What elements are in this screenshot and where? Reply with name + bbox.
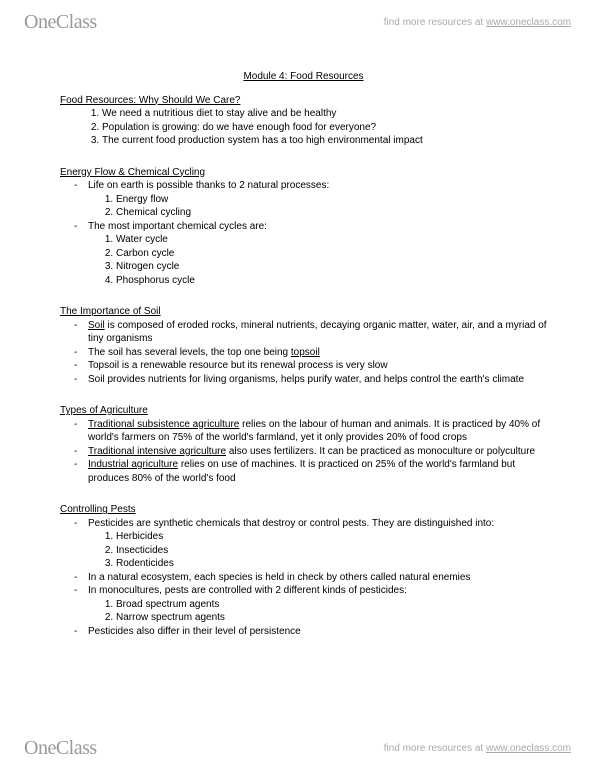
list-item: Chemical cycling — [116, 206, 547, 220]
list-item: Broad spectrum agents — [116, 598, 547, 612]
header-link[interactable]: www.oneclass.com — [486, 17, 571, 28]
list-item: Water cycle — [116, 233, 547, 247]
underlined-term: Traditional intensive agriculture — [88, 446, 226, 457]
list-item: Traditional intensive agriculture also u… — [88, 445, 547, 459]
list-item: Narrow spectrum agents — [116, 611, 547, 625]
list-item: Rodenticides — [116, 557, 547, 571]
list-item: Carbon cycle — [116, 247, 547, 261]
list-item: Industrial agriculture relies on use of … — [88, 458, 547, 485]
numbered-list: We need a nutritious diet to stay alive … — [60, 107, 547, 148]
inner-numbered-list: Water cycleCarbon cycleNitrogen cyclePho… — [88, 233, 547, 287]
dash-list: Traditional subsistence agriculture reli… — [60, 418, 547, 486]
list-item: Population is growing: do we have enough… — [102, 121, 547, 135]
footer-link[interactable]: www.oneclass.com — [486, 743, 571, 754]
dash-list: Pesticides are synthetic chemicals that … — [60, 517, 547, 639]
list-item: In monocultures, pests are controlled wi… — [88, 584, 547, 625]
list-item: Pesticides are synthetic chemicals that … — [88, 517, 547, 571]
inner-numbered-list: HerbicidesInsecticidesRodenticides — [88, 530, 547, 571]
list-item: Energy flow — [116, 193, 547, 207]
header: OneClass find more resources at www.onec… — [0, 6, 595, 38]
list-item: The current food production system has a… — [102, 134, 547, 148]
list-item: Soil is composed of eroded rocks, minera… — [88, 319, 547, 346]
list-item: We need a nutritious diet to stay alive … — [102, 107, 547, 121]
list-item: Traditional subsistence agriculture reli… — [88, 418, 547, 445]
section-heading: Food Resources: Why Should We Care? — [60, 94, 547, 108]
inner-numbered-list: Energy flowChemical cycling — [88, 193, 547, 220]
brand-logo-footer: OneClass — [24, 737, 97, 760]
document-body: Module 4: Food Resources Food Resources:… — [60, 70, 547, 646]
underlined-term: Industrial agriculture — [88, 459, 178, 470]
footer: OneClass find more resources at www.onec… — [0, 732, 595, 764]
section-heading: The Importance of Soil — [60, 305, 547, 319]
section-heading: Types of Agriculture — [60, 404, 547, 418]
dash-list: Soil is composed of eroded rocks, minera… — [60, 319, 547, 387]
inner-numbered-list: Broad spectrum agentsNarrow spectrum age… — [88, 598, 547, 625]
brand-logo: OneClass — [24, 11, 97, 34]
list-item: Topsoil is a renewable resource but its … — [88, 359, 547, 373]
list-item: Herbicides — [116, 530, 547, 544]
list-item: Life on earth is possible thanks to 2 na… — [88, 179, 547, 220]
section-heading: Energy Flow & Chemical Cycling — [60, 166, 547, 180]
list-item: Pesticides also differ in their level of… — [88, 625, 547, 639]
list-item: Insecticides — [116, 544, 547, 558]
header-tagline: find more resources at www.oneclass.com — [384, 17, 571, 28]
list-item: Soil provides nutrients for living organ… — [88, 373, 547, 387]
dash-list: Life on earth is possible thanks to 2 na… — [60, 179, 547, 287]
list-item: Nitrogen cycle — [116, 260, 547, 274]
list-item: In a natural ecosystem, each species is … — [88, 571, 547, 585]
footer-tagline: find more resources at www.oneclass.com — [384, 743, 571, 754]
list-item: Phosphorus cycle — [116, 274, 547, 288]
section-heading: Controlling Pests — [60, 503, 547, 517]
page-title: Module 4: Food Resources — [60, 70, 547, 84]
underlined-term: Traditional subsistence agriculture — [88, 419, 239, 430]
underlined-term: Soil — [88, 320, 105, 331]
list-item: The most important chemical cycles are:W… — [88, 220, 547, 288]
underlined-term: topsoil — [291, 347, 320, 358]
list-item: The soil has several levels, the top one… — [88, 346, 547, 360]
